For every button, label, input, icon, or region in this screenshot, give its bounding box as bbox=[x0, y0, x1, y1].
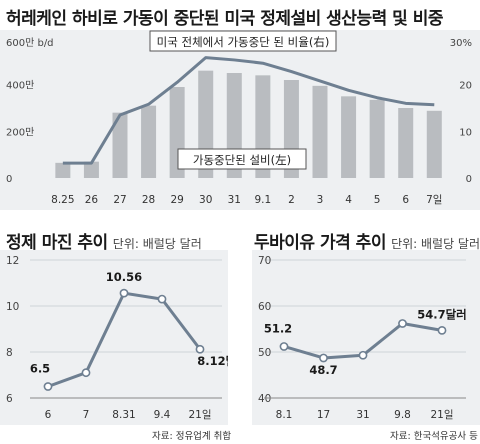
y-left-tick: 400만 bbox=[6, 80, 34, 92]
y-left-tick: 200만 bbox=[6, 126, 34, 138]
x-tick-label: 21일 bbox=[430, 408, 453, 421]
data-point bbox=[195, 344, 205, 354]
margin-chart-unit: 단위: 배럴당 달러 bbox=[112, 237, 202, 251]
y-tick-label: 60 bbox=[258, 301, 271, 313]
data-point bbox=[119, 288, 129, 298]
x-tick-label: 17 bbox=[317, 409, 330, 421]
x-tick-label: 27 bbox=[113, 194, 126, 206]
x-tick-label: 2 bbox=[288, 194, 295, 206]
data-point bbox=[358, 350, 368, 360]
y-tick-label: 8 bbox=[6, 347, 13, 359]
data-label: 51.2 bbox=[264, 321, 292, 335]
data-point bbox=[81, 368, 91, 378]
x-tick-label: 21일 bbox=[188, 408, 211, 421]
legend-ratio-box bbox=[149, 30, 337, 52]
x-tick-label: 31 bbox=[228, 194, 241, 206]
legend-bar-label: 가동중단된 설비(左) bbox=[193, 153, 291, 167]
x-tick-label: 9.1 bbox=[255, 194, 272, 206]
x-tick-label: 30 bbox=[199, 194, 212, 206]
dubai-chart-unit: 단위: 배럴당 달러 bbox=[391, 237, 480, 251]
x-tick-label: 7 bbox=[83, 409, 90, 421]
x-tick-label: 8.31 bbox=[112, 409, 135, 421]
x-tick-label: 31 bbox=[356, 409, 369, 421]
data-label: 54.7달러 bbox=[417, 307, 467, 321]
y-right-tick: 20 bbox=[459, 81, 472, 92]
margin-chart-title: 정제 마진 추이 bbox=[6, 233, 108, 253]
y-tick-label: 6 bbox=[6, 393, 13, 405]
x-tick-label: 8.25 bbox=[51, 194, 74, 206]
data-point bbox=[398, 319, 407, 328]
dubai-chart-source: 자료: 한국석유공사 등 bbox=[390, 431, 478, 442]
x-tick-label: 6 bbox=[402, 194, 409, 206]
dubai-chart-title: 두바이유 가격 추이 bbox=[254, 233, 386, 253]
y-right-tick: 0 bbox=[466, 174, 472, 185]
y-tick-label: 40 bbox=[258, 393, 271, 405]
bar bbox=[312, 85, 328, 178]
legend-bar-box bbox=[177, 148, 307, 170]
bar bbox=[426, 110, 442, 178]
y-tick-label: 50 bbox=[258, 347, 271, 359]
data-point bbox=[157, 294, 167, 304]
bar bbox=[55, 162, 71, 178]
data-point bbox=[43, 382, 53, 391]
x-tick-label: 29 bbox=[170, 194, 183, 206]
data-label: 48.7 bbox=[309, 363, 337, 377]
data-label: 8.12달러 bbox=[197, 354, 228, 368]
x-tick-label: 7일 bbox=[426, 193, 442, 206]
y-right-tick: 10 bbox=[459, 127, 472, 138]
bar bbox=[398, 108, 414, 178]
y-left-tick: 600만 b/d bbox=[6, 37, 54, 49]
x-tick-label: 6 bbox=[45, 409, 52, 421]
y-tick-label: 12 bbox=[6, 255, 19, 267]
x-tick-label: 5 bbox=[374, 194, 381, 206]
data-label: 6.5 bbox=[30, 362, 50, 376]
y-tick-label: 70 bbox=[258, 255, 271, 267]
data-point bbox=[437, 325, 447, 335]
dubai-chart-svg: 70 60 50 40 8.1 17 31 9.8 21일 51.2 48.7 54.7달러 bbox=[258, 255, 467, 421]
bar bbox=[141, 105, 157, 178]
x-tick-label: 9.8 bbox=[394, 409, 411, 421]
margin-chart-svg: 12 10 8 6 6 7 8.31 9.4 21일 6.5 10.56 8.12달러 bbox=[6, 255, 228, 421]
x-tick-label: 28 bbox=[142, 194, 155, 206]
bar bbox=[341, 96, 357, 178]
dubai-chart-heading: 두바이유 가격 추이 단위: 배럴당 달러 bbox=[254, 228, 480, 253]
y-right-tick: 30% bbox=[450, 38, 472, 49]
x-tick-label: 3 bbox=[317, 194, 324, 206]
x-tick-label: 9.4 bbox=[154, 409, 171, 421]
x-tick-label: 8.1 bbox=[276, 409, 293, 421]
y-left-tick: 0 bbox=[6, 174, 12, 185]
series-line-ratio bbox=[62, 56, 435, 165]
data-point bbox=[279, 342, 289, 351]
x-tick-label: 4 bbox=[345, 194, 352, 206]
data-point bbox=[319, 353, 328, 363]
top-chart-title: 허레케인 하비로 가동이 중단된 미국 정제설비 생산능력 및 비중 bbox=[6, 9, 444, 29]
margin-chart-heading: 정제 마진 추이 단위: 배럴당 달러 bbox=[6, 228, 202, 253]
bar bbox=[369, 99, 385, 178]
data-label: 10.56 bbox=[106, 270, 142, 284]
series-line bbox=[47, 291, 202, 388]
y-tick-label: 10 bbox=[6, 301, 19, 313]
bar bbox=[112, 112, 128, 178]
bar bbox=[83, 161, 99, 178]
dubai-chart-panel bbox=[252, 250, 480, 425]
x-tick-label: 26 bbox=[85, 194, 99, 206]
margin-chart-source: 자료: 정유업계 취합 bbox=[152, 431, 232, 442]
legend-ratio-label: 미국 전체에서 가동중단 된 비율(右) bbox=[157, 35, 330, 49]
